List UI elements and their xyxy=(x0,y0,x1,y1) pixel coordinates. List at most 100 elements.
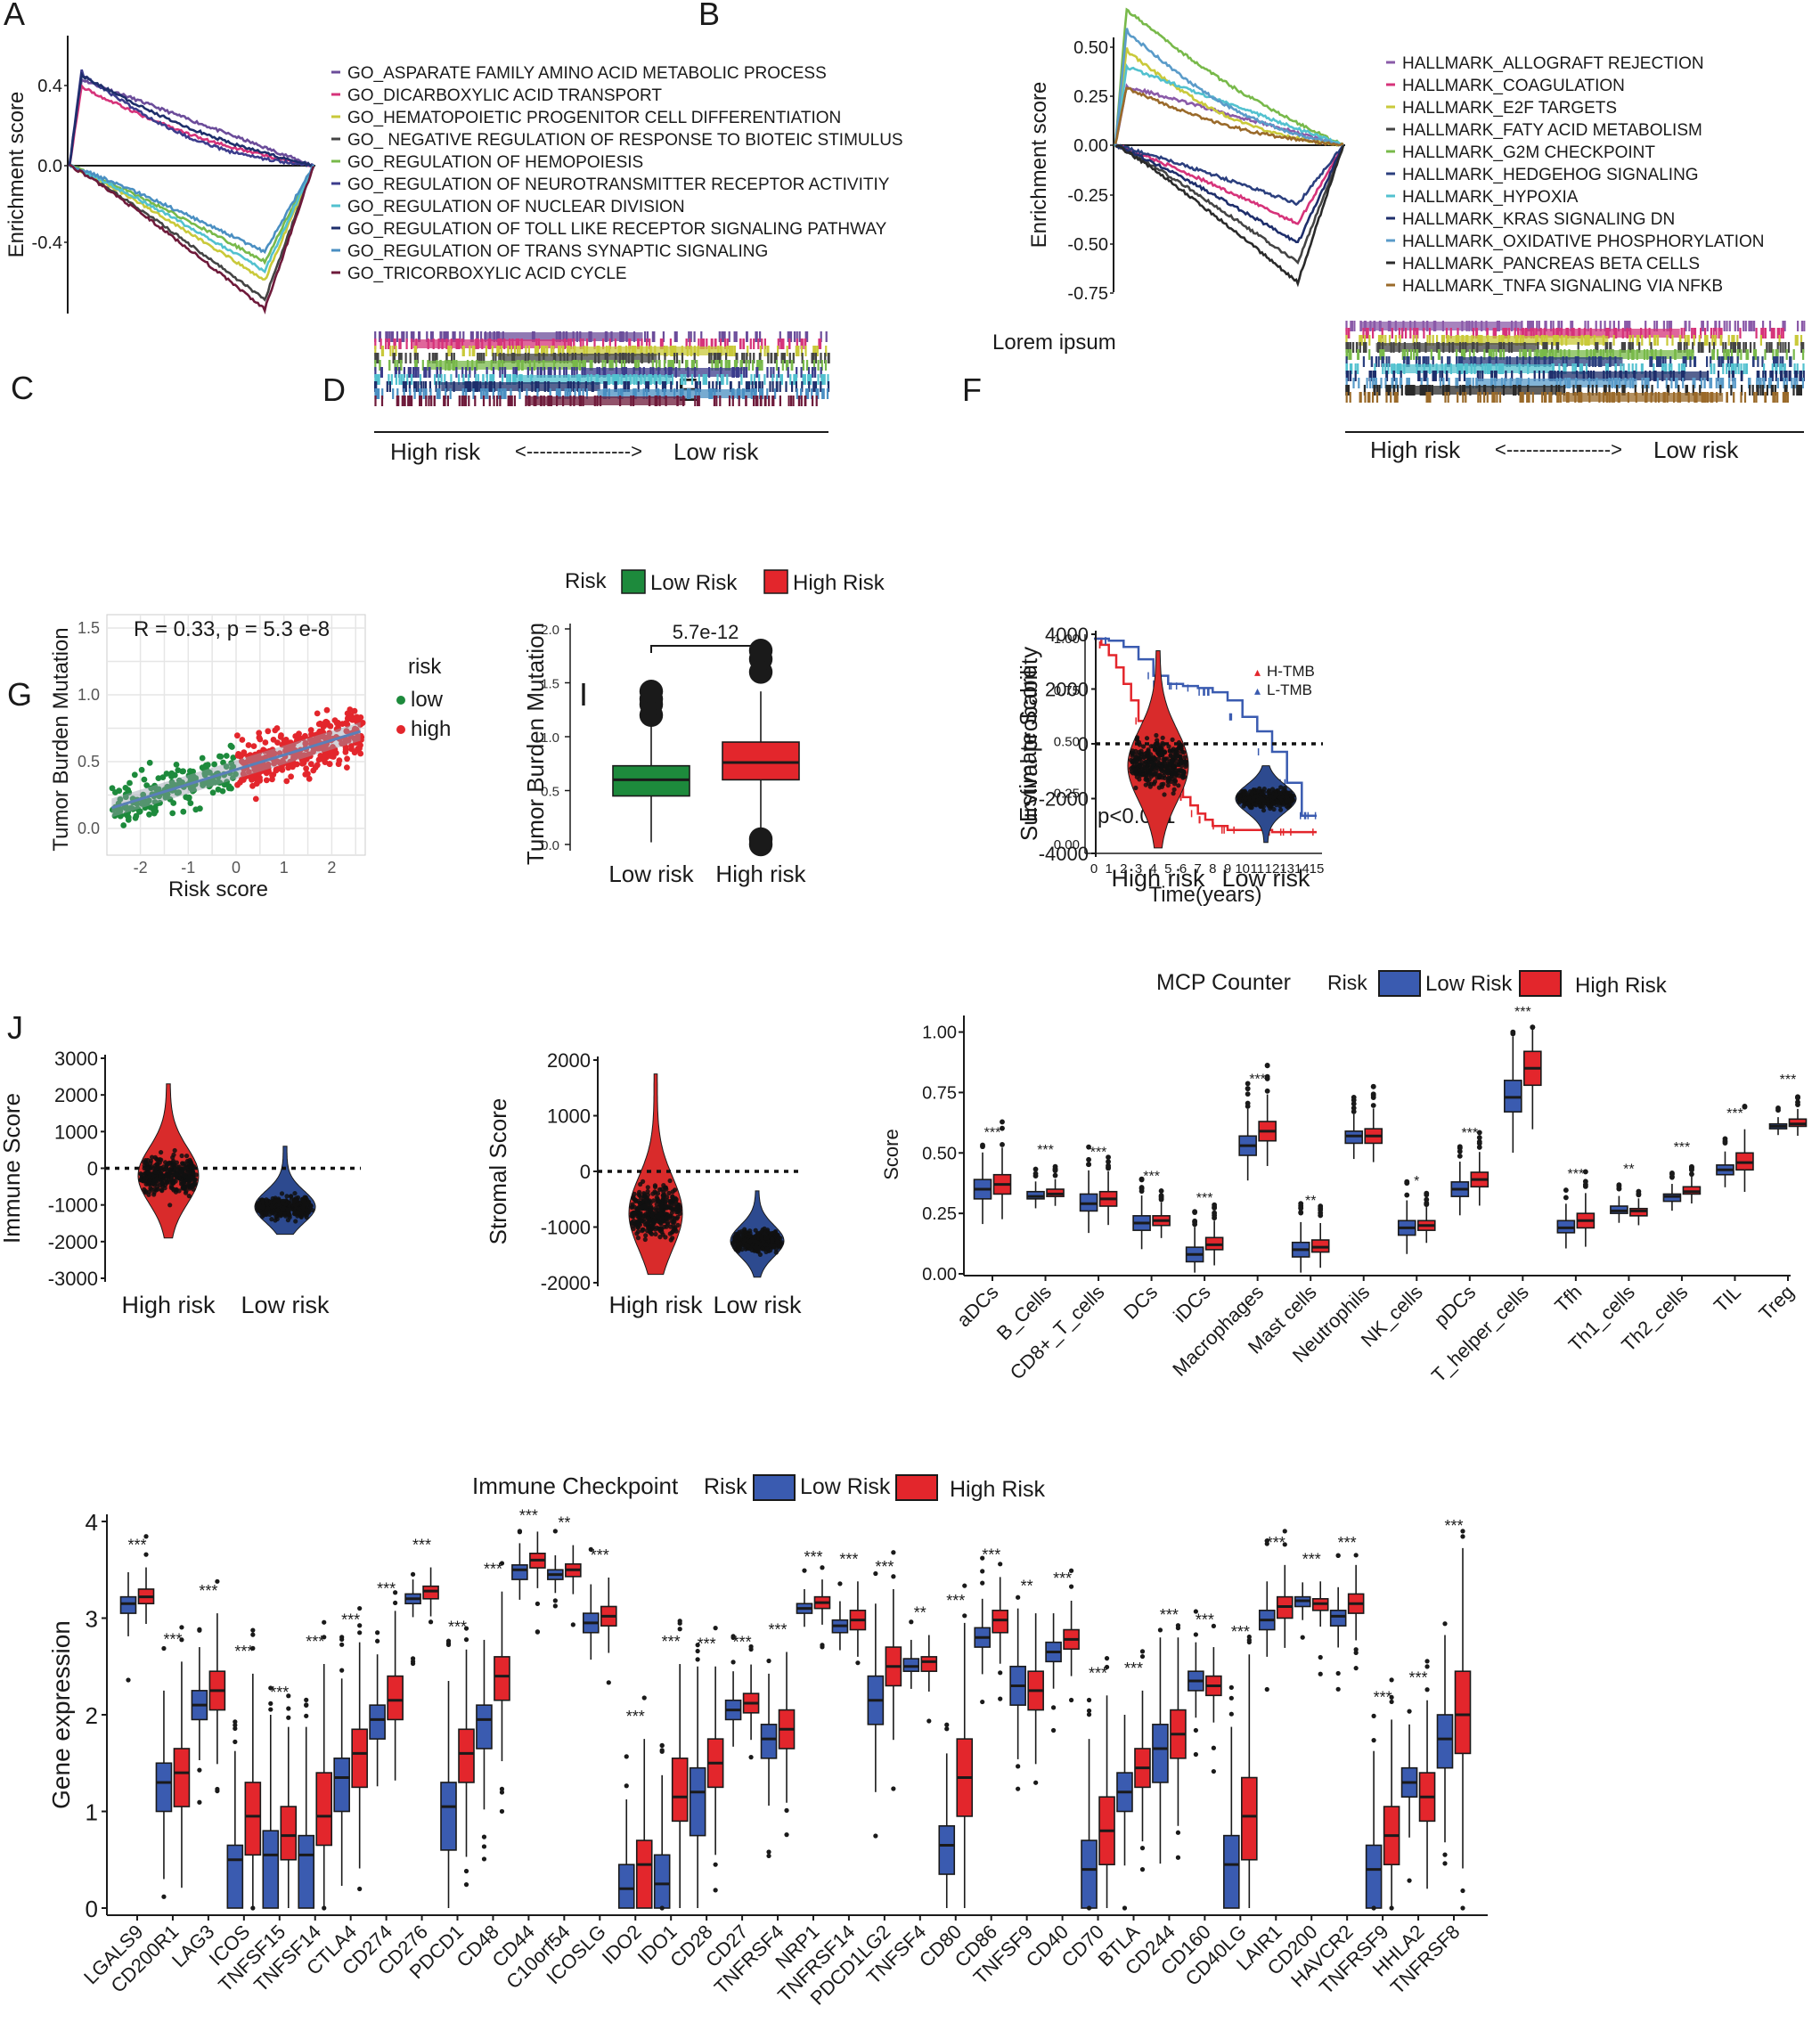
gsea-hit-tick xyxy=(1570,321,1572,331)
correlation-stat: R = 0.33, p = 5.3 e-8 xyxy=(134,617,330,641)
gsea-hit-tick xyxy=(690,374,694,385)
gsea-hit-tick xyxy=(393,353,396,363)
footer-arrow: <----------------> xyxy=(1495,438,1622,461)
box-Low risk xyxy=(612,679,690,843)
violin-point xyxy=(187,1163,192,1170)
gsea-hit-tick xyxy=(680,374,682,385)
gsea-hit-tick xyxy=(1427,356,1430,367)
gsea-hit-tick xyxy=(775,381,778,392)
violin-point xyxy=(640,1205,645,1211)
gsea-hit-tick xyxy=(1432,371,1434,381)
gsea-tick-label: 0.25 xyxy=(1073,87,1108,107)
gsea-hit-tick xyxy=(711,360,714,371)
tick-label: -1000 xyxy=(541,1217,591,1239)
gsea-hit-tick xyxy=(1350,321,1352,331)
panel-label-G: G xyxy=(7,676,32,713)
gsea-hit-tick xyxy=(1440,356,1443,367)
x-category-label: Low risk xyxy=(1221,865,1310,892)
gsea-hit-tick xyxy=(1693,335,1695,346)
gsea-hit-tick xyxy=(714,360,717,371)
gsea-hit-tick xyxy=(1783,378,1785,388)
gsea-hit-tick xyxy=(1552,363,1555,374)
scatter-point xyxy=(120,822,127,828)
gsea-hit-tick xyxy=(1670,363,1673,374)
tick-label: -2000 xyxy=(541,1272,591,1294)
gsea-hit-tick xyxy=(1776,356,1779,367)
gsea-hit-tick xyxy=(1345,385,1348,396)
legend-label: GO_TRICORBOXYLIC ACID CYCLE xyxy=(347,265,627,283)
gsea-hit-tick xyxy=(1771,371,1774,381)
gsea-hit-tick xyxy=(800,367,803,378)
tick-label: 3000 xyxy=(54,1048,98,1070)
gsea-hit-tick xyxy=(1641,335,1644,346)
gsea-hit-tick xyxy=(405,331,408,342)
gsea-hit-tick xyxy=(1460,349,1464,360)
gsea-hit-tick xyxy=(1442,335,1446,346)
gsea-hit-tick xyxy=(1750,342,1752,353)
violin-point xyxy=(308,1203,314,1209)
gsea-hit-tick xyxy=(694,381,697,392)
gsea-hit-tick xyxy=(1524,349,1528,360)
gsea-hit-tick xyxy=(1494,371,1497,381)
scatter-point xyxy=(349,716,355,723)
scatter-point xyxy=(298,752,305,758)
violin-point xyxy=(154,1176,159,1182)
violin-point xyxy=(1178,754,1183,759)
gsea-hit-tick xyxy=(810,374,812,385)
scatter-point xyxy=(339,740,345,747)
y-axis-label: Estimate Score xyxy=(1015,665,1041,822)
gsea-hit-tick xyxy=(561,346,564,356)
gsea-hit-tick xyxy=(740,360,743,371)
gsea-hit-tick xyxy=(1628,363,1630,374)
gsea-tick-label: 0.0 xyxy=(37,157,62,176)
gsea-hit-tick xyxy=(1376,385,1379,396)
gsea-hit-tick xyxy=(1374,371,1376,381)
gsea-hit-tick xyxy=(1574,363,1577,374)
scatter-point xyxy=(204,762,211,769)
gsea-hit-tick xyxy=(804,396,807,406)
gsea-hit-tick xyxy=(795,381,797,392)
gsea-hit-tick xyxy=(509,396,512,406)
gsea-hit-row xyxy=(374,360,828,371)
gsea-hit-tick xyxy=(1621,342,1624,353)
gsea-hit-tick xyxy=(1605,363,1608,374)
gsea-hit-tick xyxy=(415,360,418,371)
gsea-hit-tick xyxy=(1740,349,1742,360)
gsea-hit-tick xyxy=(1778,335,1781,346)
gsea-hit-tick xyxy=(420,388,422,399)
gsea-hit-tick xyxy=(779,374,782,385)
gsea-hit-tick xyxy=(739,360,742,371)
gsea-hit-tick xyxy=(678,360,681,371)
violin-point xyxy=(1259,791,1264,796)
gsea-hit-tick xyxy=(1578,385,1581,396)
gsea-hit-tick xyxy=(1492,349,1495,360)
violin-point xyxy=(667,1231,673,1236)
gsea-hit-tick xyxy=(1353,321,1356,331)
gsea-hit-tick xyxy=(468,374,470,385)
gsea-hit-tick xyxy=(491,346,494,356)
gsea-hit-tick xyxy=(375,353,378,363)
scatter-point xyxy=(230,775,236,781)
violin-point xyxy=(670,1197,675,1203)
gsea-hit-tick xyxy=(1347,385,1350,396)
gsea-hit-tick xyxy=(800,338,803,349)
footer-high-risk: High risk xyxy=(1370,436,1461,463)
scatter-point xyxy=(146,811,152,818)
gsea-hit-tick xyxy=(1737,349,1740,360)
gsea-hit-tick xyxy=(1399,378,1401,388)
gsea-hit-tick xyxy=(1381,349,1383,360)
gsea-hit-tick xyxy=(670,381,673,392)
footer-low-risk: Low risk xyxy=(673,438,759,465)
gsea-hit-tick xyxy=(1792,349,1795,360)
gsea-hit-tick xyxy=(1352,342,1355,353)
gsea-curve xyxy=(68,71,314,167)
gsea-hit-tick xyxy=(1779,356,1782,367)
gsea-hit-tick xyxy=(1722,342,1725,353)
violin-point xyxy=(662,1224,667,1229)
gsea-hit-tick xyxy=(1514,328,1516,338)
gsea-hit-tick xyxy=(1728,378,1731,388)
gsea-hit-tick xyxy=(1472,328,1474,338)
gsea-hit-tick xyxy=(425,367,428,378)
gsea-hit-tick xyxy=(1688,321,1691,331)
gsea-hit-block xyxy=(441,382,600,391)
